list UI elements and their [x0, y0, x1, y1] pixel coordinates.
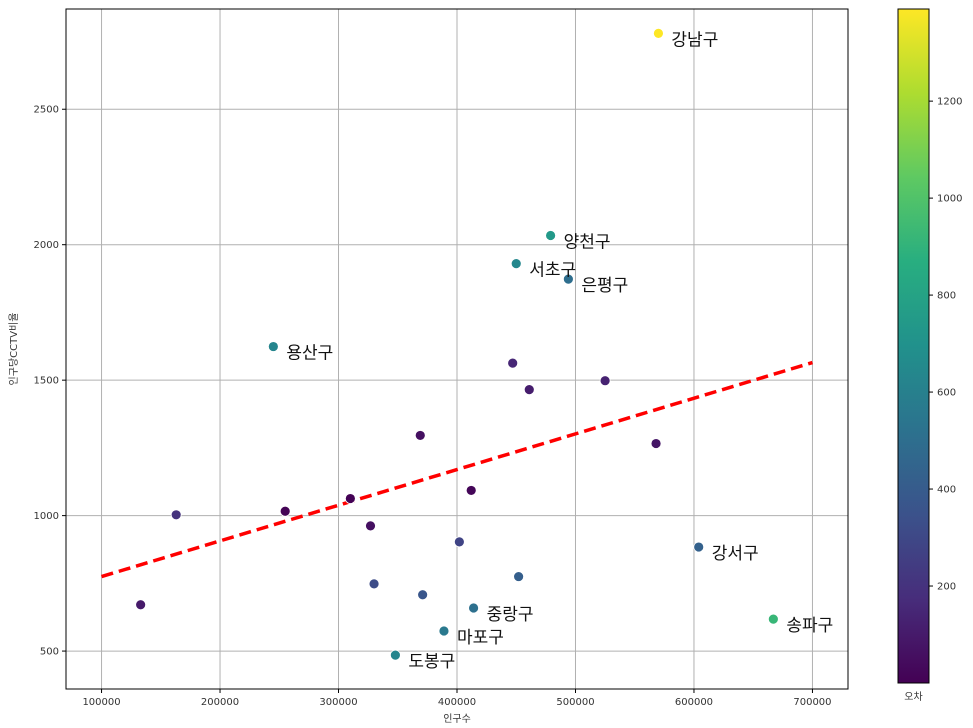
data-point: [545, 230, 557, 241]
y-axis-label: 인구당CCTV비율: [8, 313, 20, 386]
data-point: [507, 357, 519, 369]
y-tick-label: 2500: [34, 105, 59, 116]
colorbar-tick-label: 600: [937, 388, 956, 399]
colorbar-gradient: [897, 8, 930, 684]
point-label: 양천구: [564, 232, 611, 252]
y-tick-label: 2000: [34, 240, 59, 251]
colorbar-tick-label: 200: [937, 582, 956, 593]
x-tick-label: 100000: [82, 697, 120, 708]
point-label: 용산구: [286, 344, 333, 364]
point-label: 은평구: [581, 276, 628, 296]
data-point: [279, 505, 291, 517]
data-point: [653, 27, 664, 39]
colorbar: 200 400 600 800 1000 1200 오차: [897, 8, 962, 703]
point-label: 강남구: [671, 30, 718, 50]
data-point: [468, 602, 479, 614]
x-tick-label: 600000: [675, 697, 713, 708]
data-point: [170, 509, 182, 521]
data-point: [650, 438, 662, 449]
x-tick-label: 200000: [201, 697, 239, 708]
point-label: 서초구: [529, 261, 576, 281]
data-point: [453, 536, 465, 548]
x-tick-label: 400000: [438, 697, 476, 708]
trend-line-group: [101, 360, 813, 579]
x-tick-label: 300000: [319, 697, 357, 708]
y-tick-label: 1000: [34, 511, 59, 522]
colorbar-tick-label: 400: [937, 485, 956, 496]
data-point: [562, 273, 574, 285]
data-point: [599, 375, 611, 387]
colorbar-tick-label: 1000: [937, 194, 962, 205]
data-point: [693, 541, 705, 553]
point-label: 마포구: [457, 628, 504, 648]
data-point: [389, 649, 401, 661]
data-point: [767, 613, 779, 625]
data-point: [510, 258, 522, 270]
grid-lines: [66, 9, 848, 689]
x-axis-ticks: 100000 200000 300000 400000 500000 600000 7000…: [82, 689, 832, 708]
colorbar-ticks: 200 400 600 800 1000 1200: [929, 97, 962, 593]
data-point: [417, 589, 429, 601]
data-point: [344, 493, 356, 504]
colorbar-tick-label: 1200: [937, 97, 962, 108]
trend-line: [101, 360, 813, 579]
y-tick-label: 1500: [34, 376, 59, 387]
point-label: 중랑구: [487, 605, 534, 625]
data-point: [414, 430, 426, 441]
data-point: [465, 485, 477, 496]
x-tick-label: 500000: [556, 697, 594, 708]
data-point: [523, 384, 535, 396]
data-points: [135, 27, 779, 661]
point-label: 송파구: [786, 616, 833, 636]
x-axis-label: 인구수: [443, 713, 471, 725]
colorbar-tick-label: 800: [937, 291, 956, 302]
y-tick-label: 500: [40, 647, 59, 658]
data-point: [438, 625, 450, 637]
data-point: [513, 571, 525, 582]
y-axis-ticks: 500 1000 1500 2000 2500: [34, 105, 66, 658]
colorbar-label: 오차: [904, 691, 922, 703]
data-point: [135, 599, 147, 611]
data-point: [365, 520, 376, 532]
data-point: [267, 341, 279, 352]
point-label: 도봉구: [408, 652, 455, 672]
data-point: [368, 578, 380, 590]
x-tick-label: 700000: [793, 697, 831, 708]
point-label: 강서구: [712, 544, 759, 564]
